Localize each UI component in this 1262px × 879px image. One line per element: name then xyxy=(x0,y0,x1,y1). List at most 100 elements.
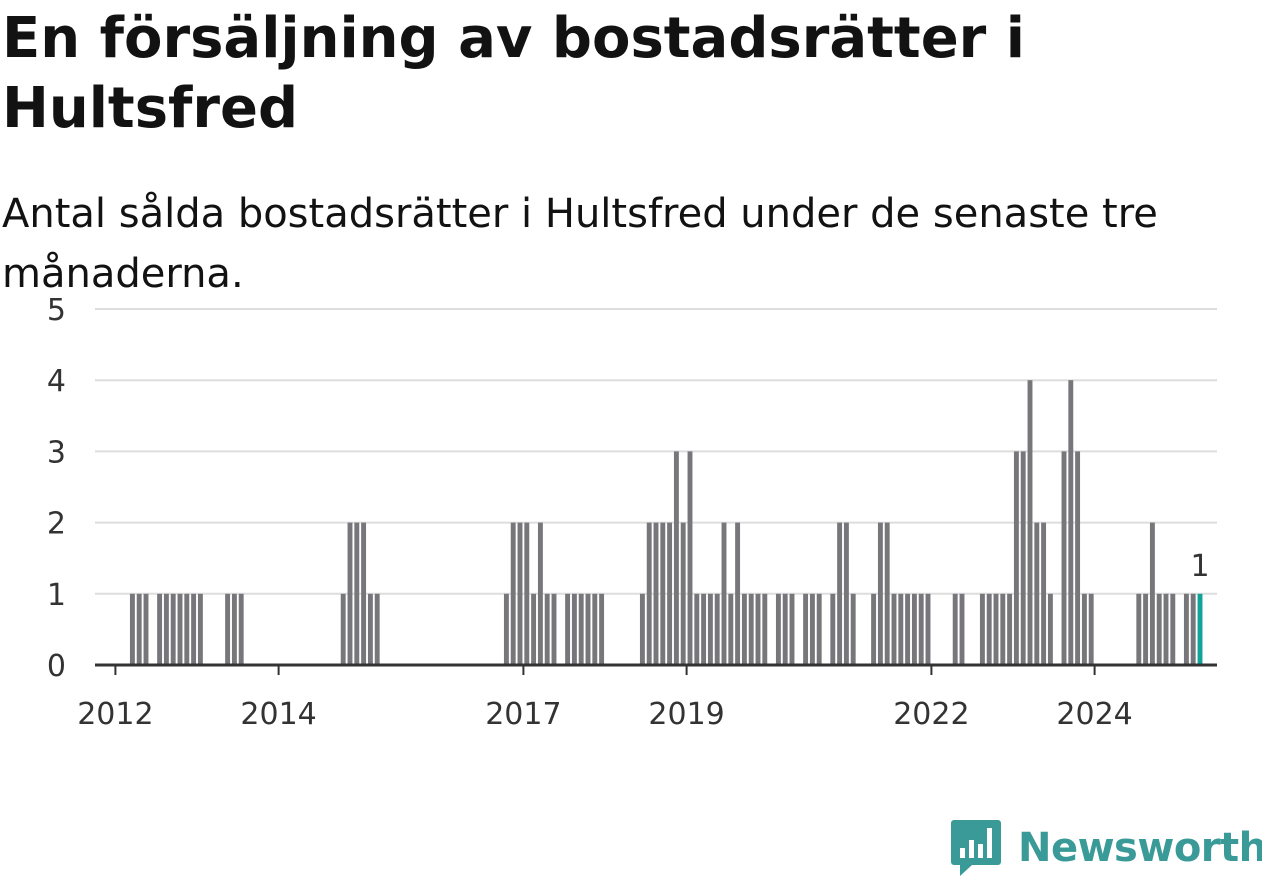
bar xyxy=(565,593,571,665)
bar xyxy=(653,522,659,665)
bar xyxy=(578,593,584,665)
bar xyxy=(667,522,673,665)
bar xyxy=(1007,593,1013,665)
bar xyxy=(157,593,163,665)
bar xyxy=(755,593,761,665)
bar xyxy=(510,522,516,665)
bar xyxy=(585,593,591,665)
bar xyxy=(177,593,183,665)
page-subtitle: Antal sålda bostadsrätter i Hultsfred un… xyxy=(2,191,1158,297)
bar xyxy=(871,593,877,665)
bar xyxy=(850,593,856,665)
bar xyxy=(231,593,237,665)
bar xyxy=(809,593,815,665)
bar xyxy=(1136,593,1142,665)
bar xyxy=(531,593,537,665)
bar xyxy=(925,593,931,665)
y-tick-label: 2 xyxy=(47,507,66,542)
y-tick-label: 4 xyxy=(47,364,66,399)
axis-layer xyxy=(95,663,1217,675)
bar xyxy=(775,593,781,665)
bar xyxy=(843,522,849,665)
bar xyxy=(959,593,965,665)
bar xyxy=(1088,593,1094,665)
y-tick-label: 5 xyxy=(47,293,66,328)
bar xyxy=(728,593,734,665)
page-title: En försäljning av bostadsrätter i Hultsf… xyxy=(2,6,1025,141)
bar xyxy=(714,593,720,665)
bar xyxy=(1143,593,1149,665)
bar xyxy=(1000,593,1006,665)
bar xyxy=(136,593,142,665)
bar xyxy=(830,593,836,665)
bar xyxy=(1163,593,1169,665)
bar xyxy=(660,522,666,665)
bar xyxy=(592,593,598,665)
bar xyxy=(544,593,550,665)
bar xyxy=(986,593,992,665)
bar xyxy=(1068,380,1074,665)
bar xyxy=(762,593,768,665)
bar xyxy=(1061,451,1067,665)
x-tick-label: 2022 xyxy=(893,697,969,732)
bar xyxy=(163,593,169,665)
x-tick-label: 2017 xyxy=(485,697,561,732)
bar xyxy=(979,593,985,665)
bar xyxy=(816,593,822,665)
label-layer: 0 1 2 3 4 5 2012 2014 2017 2019 2022 2024 1 xyxy=(47,293,1210,732)
bar xyxy=(993,593,999,665)
bar xyxy=(911,593,917,665)
highlight-value-label: 1 xyxy=(1190,549,1209,584)
bar xyxy=(687,451,693,665)
bar xyxy=(1170,593,1176,665)
x-tick-label: 2014 xyxy=(240,697,316,732)
bar xyxy=(891,593,897,665)
bar xyxy=(537,522,543,665)
bar xyxy=(803,593,809,665)
bar xyxy=(701,593,707,665)
bar xyxy=(361,522,367,665)
x-tick-label: 2019 xyxy=(648,697,724,732)
newsworthy-logo: Newsworthy xyxy=(950,818,1262,878)
y-tick-label: 0 xyxy=(47,649,66,684)
x-tick-label: 2024 xyxy=(1056,697,1132,732)
bar xyxy=(673,451,679,665)
bar xyxy=(1027,380,1033,665)
bar xyxy=(143,593,149,665)
bar xyxy=(340,593,346,665)
bar xyxy=(1041,522,1047,665)
bar xyxy=(748,593,754,665)
bar xyxy=(524,522,530,665)
bar xyxy=(884,522,890,665)
brand-name: Newsworthy xyxy=(1018,825,1262,871)
bar xyxy=(680,522,686,665)
bar xyxy=(367,593,373,665)
bar xyxy=(707,593,713,665)
bar xyxy=(1075,451,1081,665)
bar xyxy=(952,593,958,665)
bar xyxy=(898,593,904,665)
bar xyxy=(347,522,353,665)
bar xyxy=(782,593,788,665)
bar xyxy=(354,522,360,665)
bar xyxy=(1020,451,1026,665)
bar xyxy=(184,593,190,665)
y-tick-label: 3 xyxy=(47,435,66,470)
bar xyxy=(170,593,176,665)
newsworthy-logo-icon xyxy=(951,820,1001,876)
bar xyxy=(551,593,557,665)
bar xyxy=(571,593,577,665)
bar xyxy=(191,593,197,665)
bar xyxy=(639,593,645,665)
bar-chart: 0 1 2 3 4 5 2012 2014 2017 2019 2022 2024 1 xyxy=(47,293,1217,732)
bar xyxy=(1081,593,1087,665)
bar xyxy=(721,522,727,665)
bar xyxy=(1156,593,1162,665)
bar xyxy=(735,522,741,665)
bar xyxy=(517,522,523,665)
bar xyxy=(789,593,795,665)
highlight-bar xyxy=(1197,593,1203,665)
bar xyxy=(197,593,203,665)
bar xyxy=(905,593,911,665)
bar xyxy=(694,593,700,665)
